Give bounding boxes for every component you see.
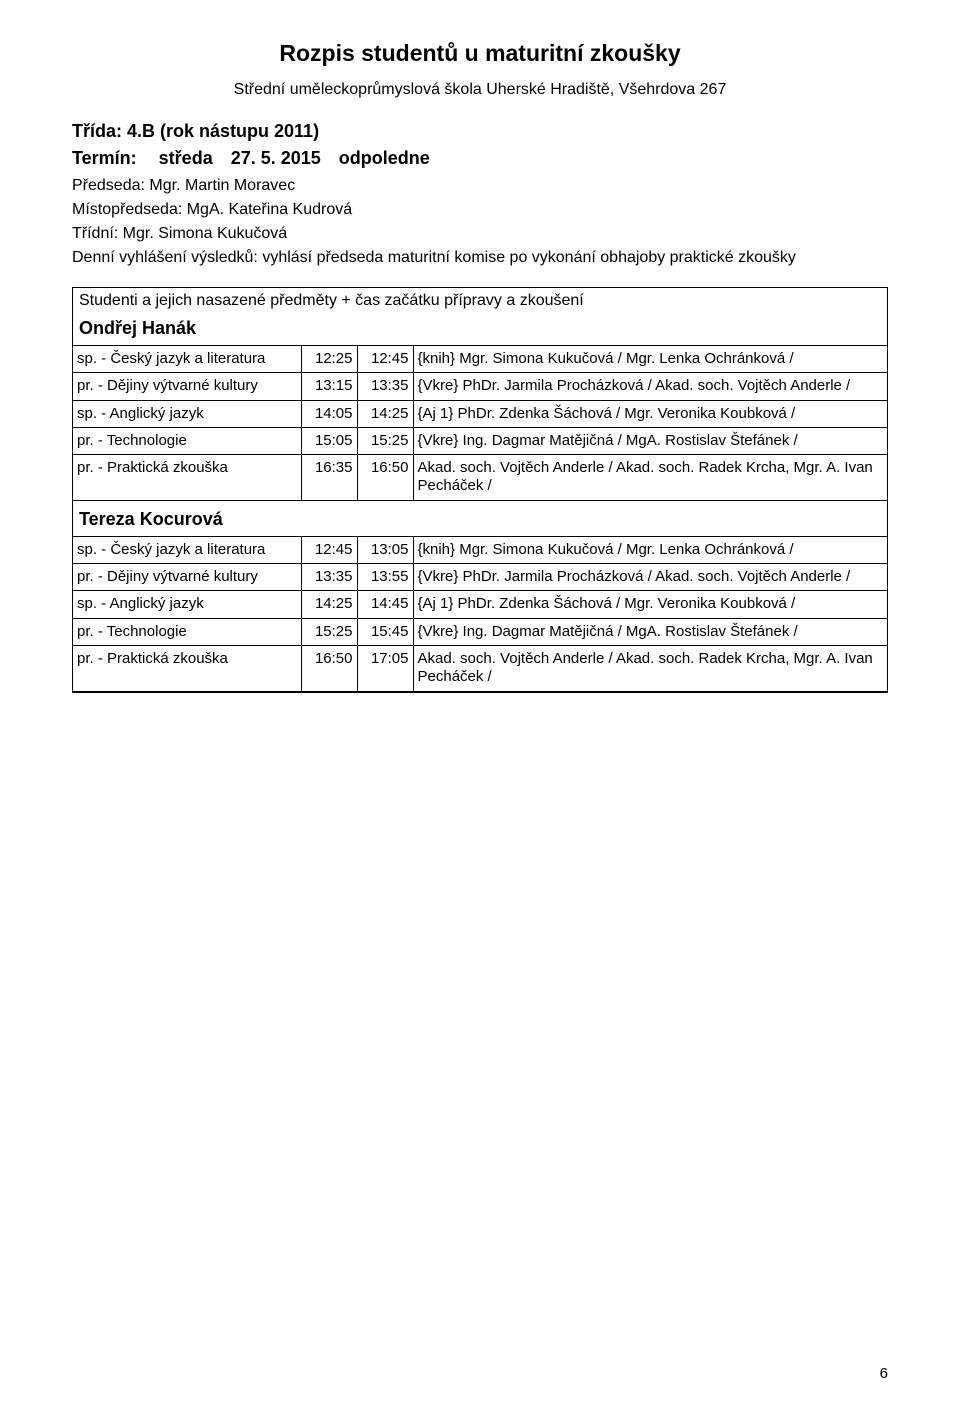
table-row: sp. - Anglický jazyk 14:25 14:45 {Aj 1} … (73, 591, 887, 618)
note-line: Denní vyhlášení výsledků: vyhlásí předse… (72, 249, 888, 267)
term-label: Termín: (72, 148, 137, 169)
time-end-cell: 16:50 (357, 455, 413, 501)
table-row: pr. - Praktická zkouška 16:50 17:05 Akad… (73, 645, 887, 691)
detail-cell: {Aj 1} PhDr. Zdenka Šáchová / Mgr. Veron… (413, 591, 887, 618)
student-name: Tereza Kocurová (73, 501, 887, 536)
schedule-box: Studenti a jejich nasazené předměty + ča… (72, 287, 888, 693)
table-row: sp. - Český jazyk a literatura 12:25 12:… (73, 346, 887, 373)
page: Rozpis studentů u maturitní zkoušky Stře… (0, 0, 960, 1416)
time-end-cell: 13:55 (357, 564, 413, 591)
time-start-cell: 15:25 (301, 618, 357, 645)
table-row: pr. - Praktická zkouška 16:35 16:50 Akad… (73, 455, 887, 501)
table-row: pr. - Dějiny výtvarné kultury 13:15 13:3… (73, 373, 887, 400)
subject-cell: pr. - Praktická zkouška (73, 455, 301, 501)
detail-cell: Akad. soch. Vojtěch Anderle / Akad. soch… (413, 455, 887, 501)
time-end-cell: 14:45 (357, 591, 413, 618)
time-start-cell: 13:35 (301, 564, 357, 591)
term-day: středa (159, 148, 213, 168)
time-start-cell: 16:50 (301, 645, 357, 691)
box-intro: Studenti a jejich nasazené předměty + ča… (73, 288, 887, 310)
time-start-cell: 12:45 (301, 536, 357, 563)
table-row: sp. - Anglický jazyk 14:05 14:25 {Aj 1} … (73, 400, 887, 427)
time-end-cell: 12:45 (357, 346, 413, 373)
time-end-cell: 14:25 (357, 400, 413, 427)
student-section: Tereza Kocurová sp. - Český jazyk a lite… (73, 501, 887, 692)
time-start-cell: 12:25 (301, 346, 357, 373)
term-date: 27. 5. 2015 (231, 148, 321, 168)
detail-cell: {Vkre} PhDr. Jarmila Procházková / Akad.… (413, 373, 887, 400)
subject-cell: pr. - Praktická zkouška (73, 645, 301, 691)
subject-cell: sp. - Anglický jazyk (73, 591, 301, 618)
detail-cell: {Aj 1} PhDr. Zdenka Šáchová / Mgr. Veron… (413, 400, 887, 427)
school-line: Střední uměleckoprůmyslová škola Uherské… (72, 81, 888, 99)
student-section: Ondřej Hanák sp. - Český jazyk a literat… (73, 310, 887, 501)
page-title: Rozpis studentů u maturitní zkoušky (72, 40, 888, 67)
student-name: Ondřej Hanák (73, 310, 887, 345)
table-row: sp. - Český jazyk a literatura 12:45 13:… (73, 536, 887, 563)
time-end-cell: 13:05 (357, 536, 413, 563)
time-end-cell: 15:45 (357, 618, 413, 645)
detail-cell: {Vkre} Ing. Dagmar Matějičná / MgA. Rost… (413, 427, 887, 454)
time-start-cell: 16:35 (301, 455, 357, 501)
subject-cell: pr. - Technologie (73, 618, 301, 645)
time-start-cell: 14:05 (301, 400, 357, 427)
chair-line: Předseda: Mgr. Martin Moravec (72, 177, 888, 195)
table-row: pr. - Technologie 15:05 15:25 {Vkre} Ing… (73, 427, 887, 454)
time-start-cell: 15:05 (301, 427, 357, 454)
vice-chair-line: Místopředseda: MgA. Kateřina Kudrová (72, 201, 888, 219)
time-start-cell: 13:15 (301, 373, 357, 400)
class-teacher-line: Třídní: Mgr. Simona Kukučová (72, 225, 888, 243)
term-line: Termín: středa 27. 5. 2015 odpoledne (72, 148, 888, 169)
detail-cell: {knih} Mgr. Simona Kukučová / Mgr. Lenka… (413, 536, 887, 563)
subject-cell: sp. - Anglický jazyk (73, 400, 301, 427)
time-end-cell: 15:25 (357, 427, 413, 454)
detail-cell: Akad. soch. Vojtěch Anderle / Akad. soch… (413, 645, 887, 691)
subject-cell: pr. - Dějiny výtvarné kultury (73, 373, 301, 400)
subject-cell: pr. - Dějiny výtvarné kultury (73, 564, 301, 591)
detail-cell: {Vkre} PhDr. Jarmila Procházková / Akad.… (413, 564, 887, 591)
term-part: odpoledne (339, 148, 430, 168)
schedule-table: sp. - Český jazyk a literatura 12:45 13:… (73, 536, 887, 692)
subject-cell: sp. - Český jazyk a literatura (73, 536, 301, 563)
time-end-cell: 17:05 (357, 645, 413, 691)
subject-cell: sp. - Český jazyk a literatura (73, 346, 301, 373)
page-number: 6 (880, 1365, 888, 1382)
time-end-cell: 13:35 (357, 373, 413, 400)
detail-cell: {knih} Mgr. Simona Kukučová / Mgr. Lenka… (413, 346, 887, 373)
table-row: pr. - Technologie 15:25 15:45 {Vkre} Ing… (73, 618, 887, 645)
schedule-table: sp. - Český jazyk a literatura 12:25 12:… (73, 345, 887, 501)
table-row: pr. - Dějiny výtvarné kultury 13:35 13:5… (73, 564, 887, 591)
detail-cell: {Vkre} Ing. Dagmar Matějičná / MgA. Rost… (413, 618, 887, 645)
class-line: Třída: 4.B (rok nástupu 2011) (72, 121, 888, 142)
subject-cell: pr. - Technologie (73, 427, 301, 454)
time-start-cell: 14:25 (301, 591, 357, 618)
